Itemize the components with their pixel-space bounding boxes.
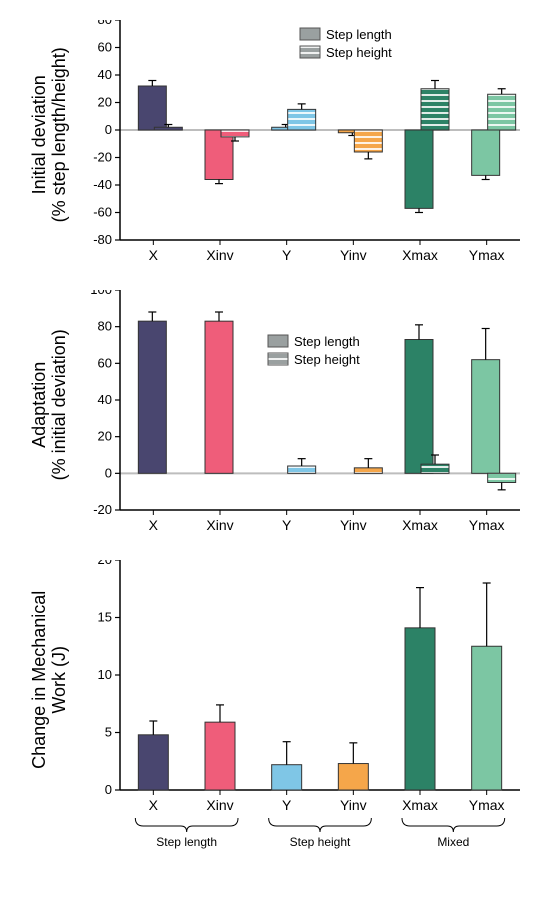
panel2-ylabel: Adaptation (% initial deviation): [30, 295, 70, 515]
svg-text:-60: -60: [93, 205, 112, 220]
group-label: Step length: [156, 835, 217, 849]
category-label: Yinv: [340, 517, 367, 533]
svg-text:0: 0: [105, 782, 112, 797]
category-label: X: [149, 517, 159, 533]
svg-text:Step height: Step height: [326, 45, 392, 60]
figure-root: -80 -60 -40 -20 0 20 40 60 80 X Xinv Y Yinv Xmax Ymax S…: [0, 0, 551, 900]
svg-text:100: 100: [90, 290, 112, 297]
svg-text:20: 20: [98, 560, 112, 567]
svg-text:10: 10: [98, 667, 112, 682]
category-label: Ymax: [469, 247, 505, 263]
group-label: Step height: [290, 835, 351, 849]
category-label: Yinv: [340, 247, 367, 263]
svg-text:0: 0: [105, 465, 112, 480]
svg-text:Step length: Step length: [326, 27, 392, 42]
category-label: Xinv: [206, 517, 233, 533]
panel3-ylabel: Change in Mechanical Work (J): [30, 570, 70, 790]
category-label: Y: [282, 247, 292, 263]
panel3-svg: 05101520XXinvYYinvXmaxYmaxStep lengthPer…: [0, 560, 551, 850]
panel1-svg: -80 -60 -40 -20 0 20 40 60 80 X Xinv Y Yinv Xmax Ymax S…: [0, 20, 551, 300]
svg-text:-40: -40: [93, 177, 112, 192]
svg-text:40: 40: [98, 392, 112, 407]
svg-text:40: 40: [98, 67, 112, 82]
svg-text:80: 80: [98, 319, 112, 334]
svg-text:20: 20: [98, 429, 112, 444]
svg-text:20: 20: [98, 95, 112, 110]
svg-text:-20: -20: [93, 502, 112, 517]
group-label: Perturbations: [418, 848, 489, 850]
svg-text:-20: -20: [93, 150, 112, 165]
svg-text:-80: -80: [93, 232, 112, 247]
group-label: Perturbations: [151, 848, 222, 850]
svg-text:60: 60: [98, 40, 112, 55]
group-label: Mixed: [437, 835, 469, 849]
panel2-svg: -20 0 20 40 60 80 100 X Xinv Y Yinv Xmax Ymax Step le…: [0, 290, 551, 570]
category-label: Xmax: [402, 247, 438, 263]
category-label: Xinv: [206, 797, 233, 813]
category-label: Ymax: [469, 517, 505, 533]
panel1-ylabel: Initial deviation (% step length/height): [30, 25, 70, 245]
category-label: Xmax: [402, 797, 438, 813]
category-label: Ymax: [469, 797, 505, 813]
svg-text:Step height: Step height: [294, 352, 360, 367]
svg-text:15: 15: [98, 610, 112, 625]
svg-text:80: 80: [98, 20, 112, 27]
group-label: Perturbations: [284, 848, 355, 850]
legend-panel2: Step length Step height: [268, 334, 360, 367]
category-label: Xmax: [402, 517, 438, 533]
category-label: X: [149, 797, 159, 813]
category-label: Yinv: [340, 797, 367, 813]
svg-text:Step length: Step length: [294, 334, 360, 349]
category-label: Y: [282, 797, 292, 813]
category-label: X: [149, 247, 159, 263]
svg-text:60: 60: [98, 355, 112, 370]
category-label: Xinv: [206, 247, 233, 263]
svg-text:0: 0: [105, 122, 112, 137]
svg-text:5: 5: [105, 725, 112, 740]
category-label: Y: [282, 517, 292, 533]
legend-panel1: Step length Step height: [300, 27, 392, 60]
